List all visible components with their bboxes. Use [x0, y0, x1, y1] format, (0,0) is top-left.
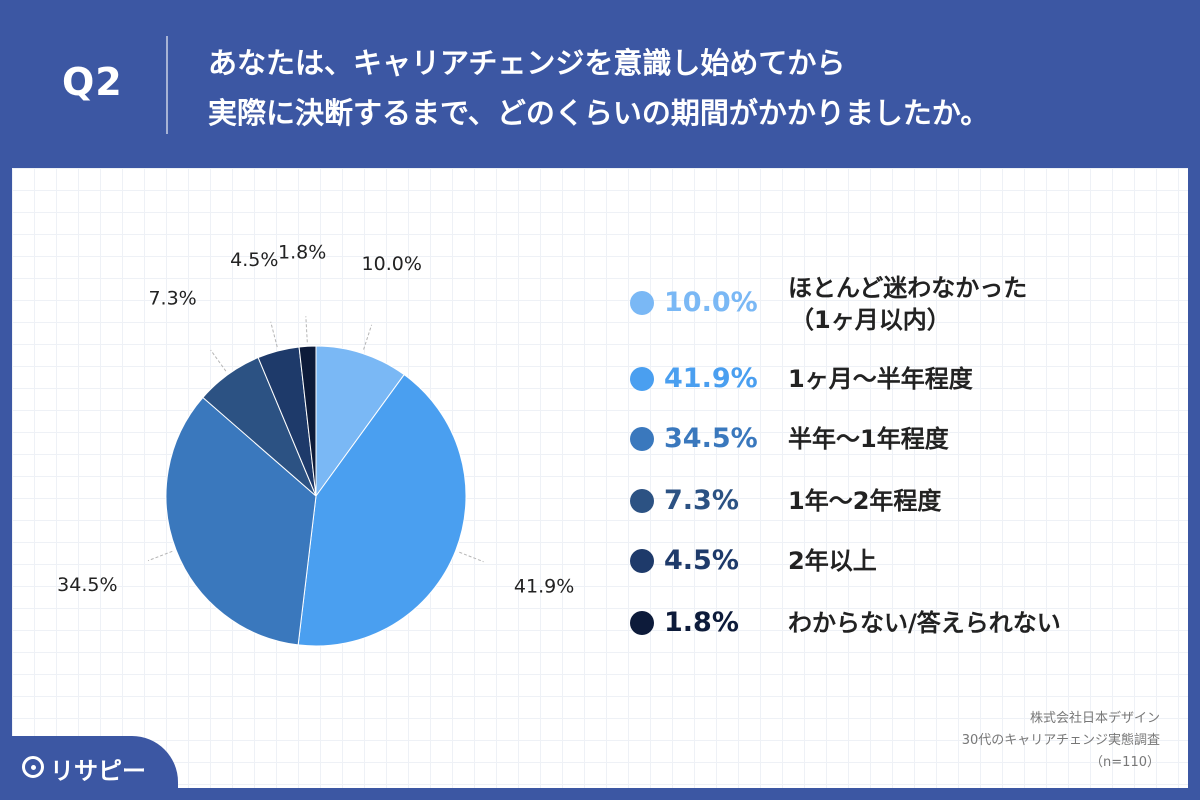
pie-slice	[297, 373, 467, 647]
pie-value-label: 34.5%	[57, 574, 117, 596]
brand-logo: リサピー	[0, 736, 178, 800]
legend-dot-icon	[630, 427, 654, 451]
pie-value-label: 10.0%	[362, 253, 422, 275]
pie-slice	[315, 345, 405, 498]
legend-item: 4.5% 2年以上	[630, 542, 1170, 582]
pie-chart: 10.0% 41.9% 34.5% 7.3% 4.5% 1.8%	[57, 241, 574, 647]
question-line-2: 実際に決断するまで、どのくらいの期間がかかりましたか。	[208, 96, 990, 130]
legend-label: わからない/答えられない	[788, 609, 1061, 637]
leader-line	[459, 551, 484, 563]
legend-dot-icon	[630, 367, 654, 391]
pie-value-label: 1.8%	[278, 241, 326, 263]
legend-label: 1ヶ月〜半年程度	[788, 365, 973, 393]
legend-item: 10.0% ほとんど迷わなかった （1ヶ月以内）	[630, 274, 1170, 334]
brand-name: リサピー	[50, 757, 146, 785]
legend-label: 1年〜2年程度	[788, 487, 942, 515]
pie-slice	[298, 345, 317, 497]
legend-percent: 1.8%	[664, 607, 739, 638]
legend-dot-icon	[630, 489, 654, 513]
legend-item: 1.8% わからない/答えられない	[630, 604, 1170, 644]
legend-percent: 34.5%	[664, 423, 758, 454]
source-note: 株式会社日本デザイン 30代のキャリアチェンジ実態調査 （n=110）	[962, 708, 1160, 774]
pie-slice	[165, 396, 317, 646]
legend-label: ほとんど迷わなかった （1ヶ月以内）	[788, 272, 1027, 336]
legend-label-line: （1ヶ月以内）	[790, 306, 951, 334]
leader-line	[210, 349, 227, 372]
legend-item: 41.9% 1ヶ月〜半年程度	[630, 360, 1170, 400]
leader-line	[270, 321, 278, 348]
source-line: （n=110）	[1090, 755, 1160, 770]
leader-line	[305, 316, 308, 343]
chart-panel: 10.0% 41.9% 34.5% 7.3% 4.5% 1.8% 10.0% ほとんど迷わ…	[12, 168, 1188, 788]
legend-label: 2年以上	[788, 547, 877, 575]
header-divider	[166, 36, 168, 134]
pie-value-label: 4.5%	[230, 249, 278, 271]
legend-label-line: ほとんど迷わなかった	[788, 274, 1028, 302]
header: Q2 あなたは、キャリアチェンジを意識し始めてから 実際に決断するまで、どのくら…	[0, 0, 1200, 168]
question-number: Q2	[62, 60, 123, 104]
legend-percent: 7.3%	[664, 485, 739, 516]
leader-line	[147, 550, 173, 562]
pin-icon	[22, 756, 44, 778]
legend-item: 7.3% 1年〜2年程度	[630, 482, 1170, 522]
source-line: 株式会社日本デザイン	[1029, 711, 1160, 726]
legend-dot-icon	[630, 611, 654, 635]
legend-item: 34.5% 半年〜1年程度	[630, 420, 1170, 460]
legend-dot-icon	[630, 291, 654, 315]
legend-dot-icon	[630, 549, 654, 573]
question-line-1: あなたは、キャリアチェンジを意識し始めてから	[208, 46, 846, 80]
question-text: あなたは、キャリアチェンジを意識し始めてから 実際に決断するまで、どのくらいの期…	[208, 38, 1168, 138]
legend-label: 半年〜1年程度	[788, 425, 949, 453]
pie-value-label: 7.3%	[148, 287, 196, 309]
legend-percent: 41.9%	[664, 363, 758, 394]
legend-percent: 10.0%	[664, 287, 758, 318]
source-line: 30代のキャリアチェンジ実態調査	[961, 733, 1160, 748]
pie-value-label: 41.9%	[514, 575, 574, 597]
leader-line	[363, 324, 373, 350]
legend-percent: 4.5%	[664, 545, 739, 576]
